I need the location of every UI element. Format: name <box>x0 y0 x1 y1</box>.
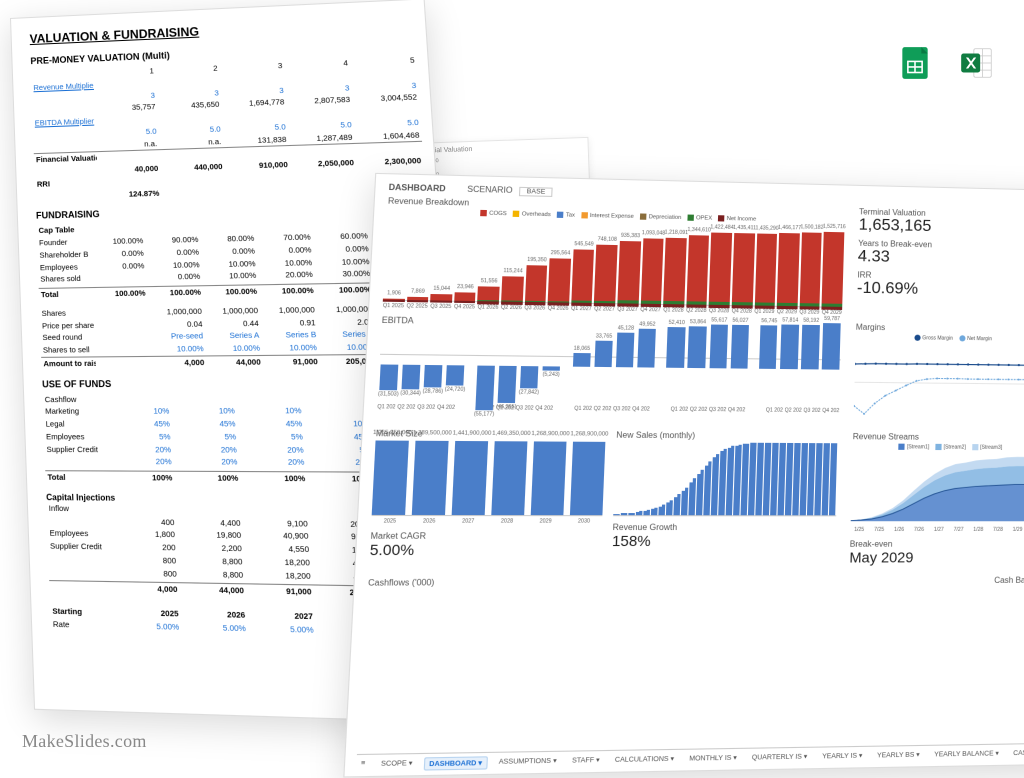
tab-assumptions[interactable]: ASSUMPTIONS ▾ <box>494 755 561 769</box>
cagr-value: 5.00% <box>369 541 601 559</box>
metrics-panel: Terminal Valuation 1,653,165 Years to Br… <box>856 207 1024 320</box>
revstreams-panel: Revenue Streams [Stream1][Stream2][Strea… <box>849 432 1024 570</box>
market-size-chart: Market Size 1,265,250,0001,389,500,0001,… <box>369 428 606 571</box>
scenario-dropdown[interactable]: BASE <box>519 187 553 197</box>
ebitda-chart: EBITDA (31,503)(30,344)(28,786)(24,720)(… <box>377 316 842 425</box>
growth-label: Revenue Growth <box>612 522 835 532</box>
revenue-breakdown-chart: Revenue Breakdown COGSOverheadsTaxIntere… <box>382 196 844 316</box>
tab-quarterly is[interactable]: QUARTERLY IS ▾ <box>747 751 811 765</box>
irr-value: -10.69% <box>857 279 1024 301</box>
tab-yearly balance[interactable]: YEARLY BALANCE ▾ <box>930 748 1003 762</box>
dashboard-spreadsheet: DASHBOARD SCENARIO BASE Revenue Breakdow… <box>343 173 1024 778</box>
margins-title: Margins <box>856 323 1024 335</box>
cagr-label: Market CAGR <box>370 531 601 541</box>
breakeven-value: May 2029 <box>849 549 1024 566</box>
cashbalance-label: Cash Balance <box>849 576 1024 586</box>
tab-calculations[interactable]: CALCULATIONS ▾ <box>610 753 678 767</box>
tab-yearly is[interactable]: YEARLY IS ▾ <box>818 750 867 764</box>
dashboard-label: DASHBOARD <box>388 183 445 194</box>
sheet-tabs[interactable]: ≡SCOPE ▾DASHBOARD ▾ASSUMPTIONS ▾STAFF ▾C… <box>356 743 1024 772</box>
tab-staff[interactable]: STAFF ▾ <box>567 754 604 768</box>
newsales-title: New Sales (monthly) <box>616 430 838 441</box>
tab-yearly bs[interactable]: YEARLY BS ▾ <box>873 749 924 763</box>
file-type-icons <box>896 44 996 82</box>
cashflows-label: Cashflows ('000) <box>368 576 834 588</box>
scenario-label: SCENARIO <box>467 185 513 195</box>
excel-icon <box>958 44 996 82</box>
revstreams-title: Revenue Streams <box>853 432 1024 443</box>
watermark: MakeSlides.com <box>22 731 147 752</box>
terminal-value: 1,653,165 <box>858 216 1024 238</box>
tab-cashflow[interactable]: CASHFLOW ▾ <box>1009 747 1024 761</box>
new-sales-chart: New Sales (monthly) Revenue Growth 158% <box>611 430 839 571</box>
google-sheets-icon <box>896 44 934 82</box>
be-yrs-value: 4.33 <box>858 248 1024 270</box>
growth-value: 158% <box>612 532 836 549</box>
tab-monthly is[interactable]: MONTHLY IS ▾ <box>685 752 742 766</box>
premoney-table: 12345Revenue Multiplier3333335,757435,65… <box>31 54 426 202</box>
breakeven-label: Break-even <box>850 539 1024 549</box>
tab-scope[interactable]: SCOPE ▾ <box>376 757 417 771</box>
tab-dashboard[interactable]: DASHBOARD ▾ <box>423 756 488 770</box>
margins-chart: Margins Gross MarginNet Margin <box>853 323 1024 427</box>
